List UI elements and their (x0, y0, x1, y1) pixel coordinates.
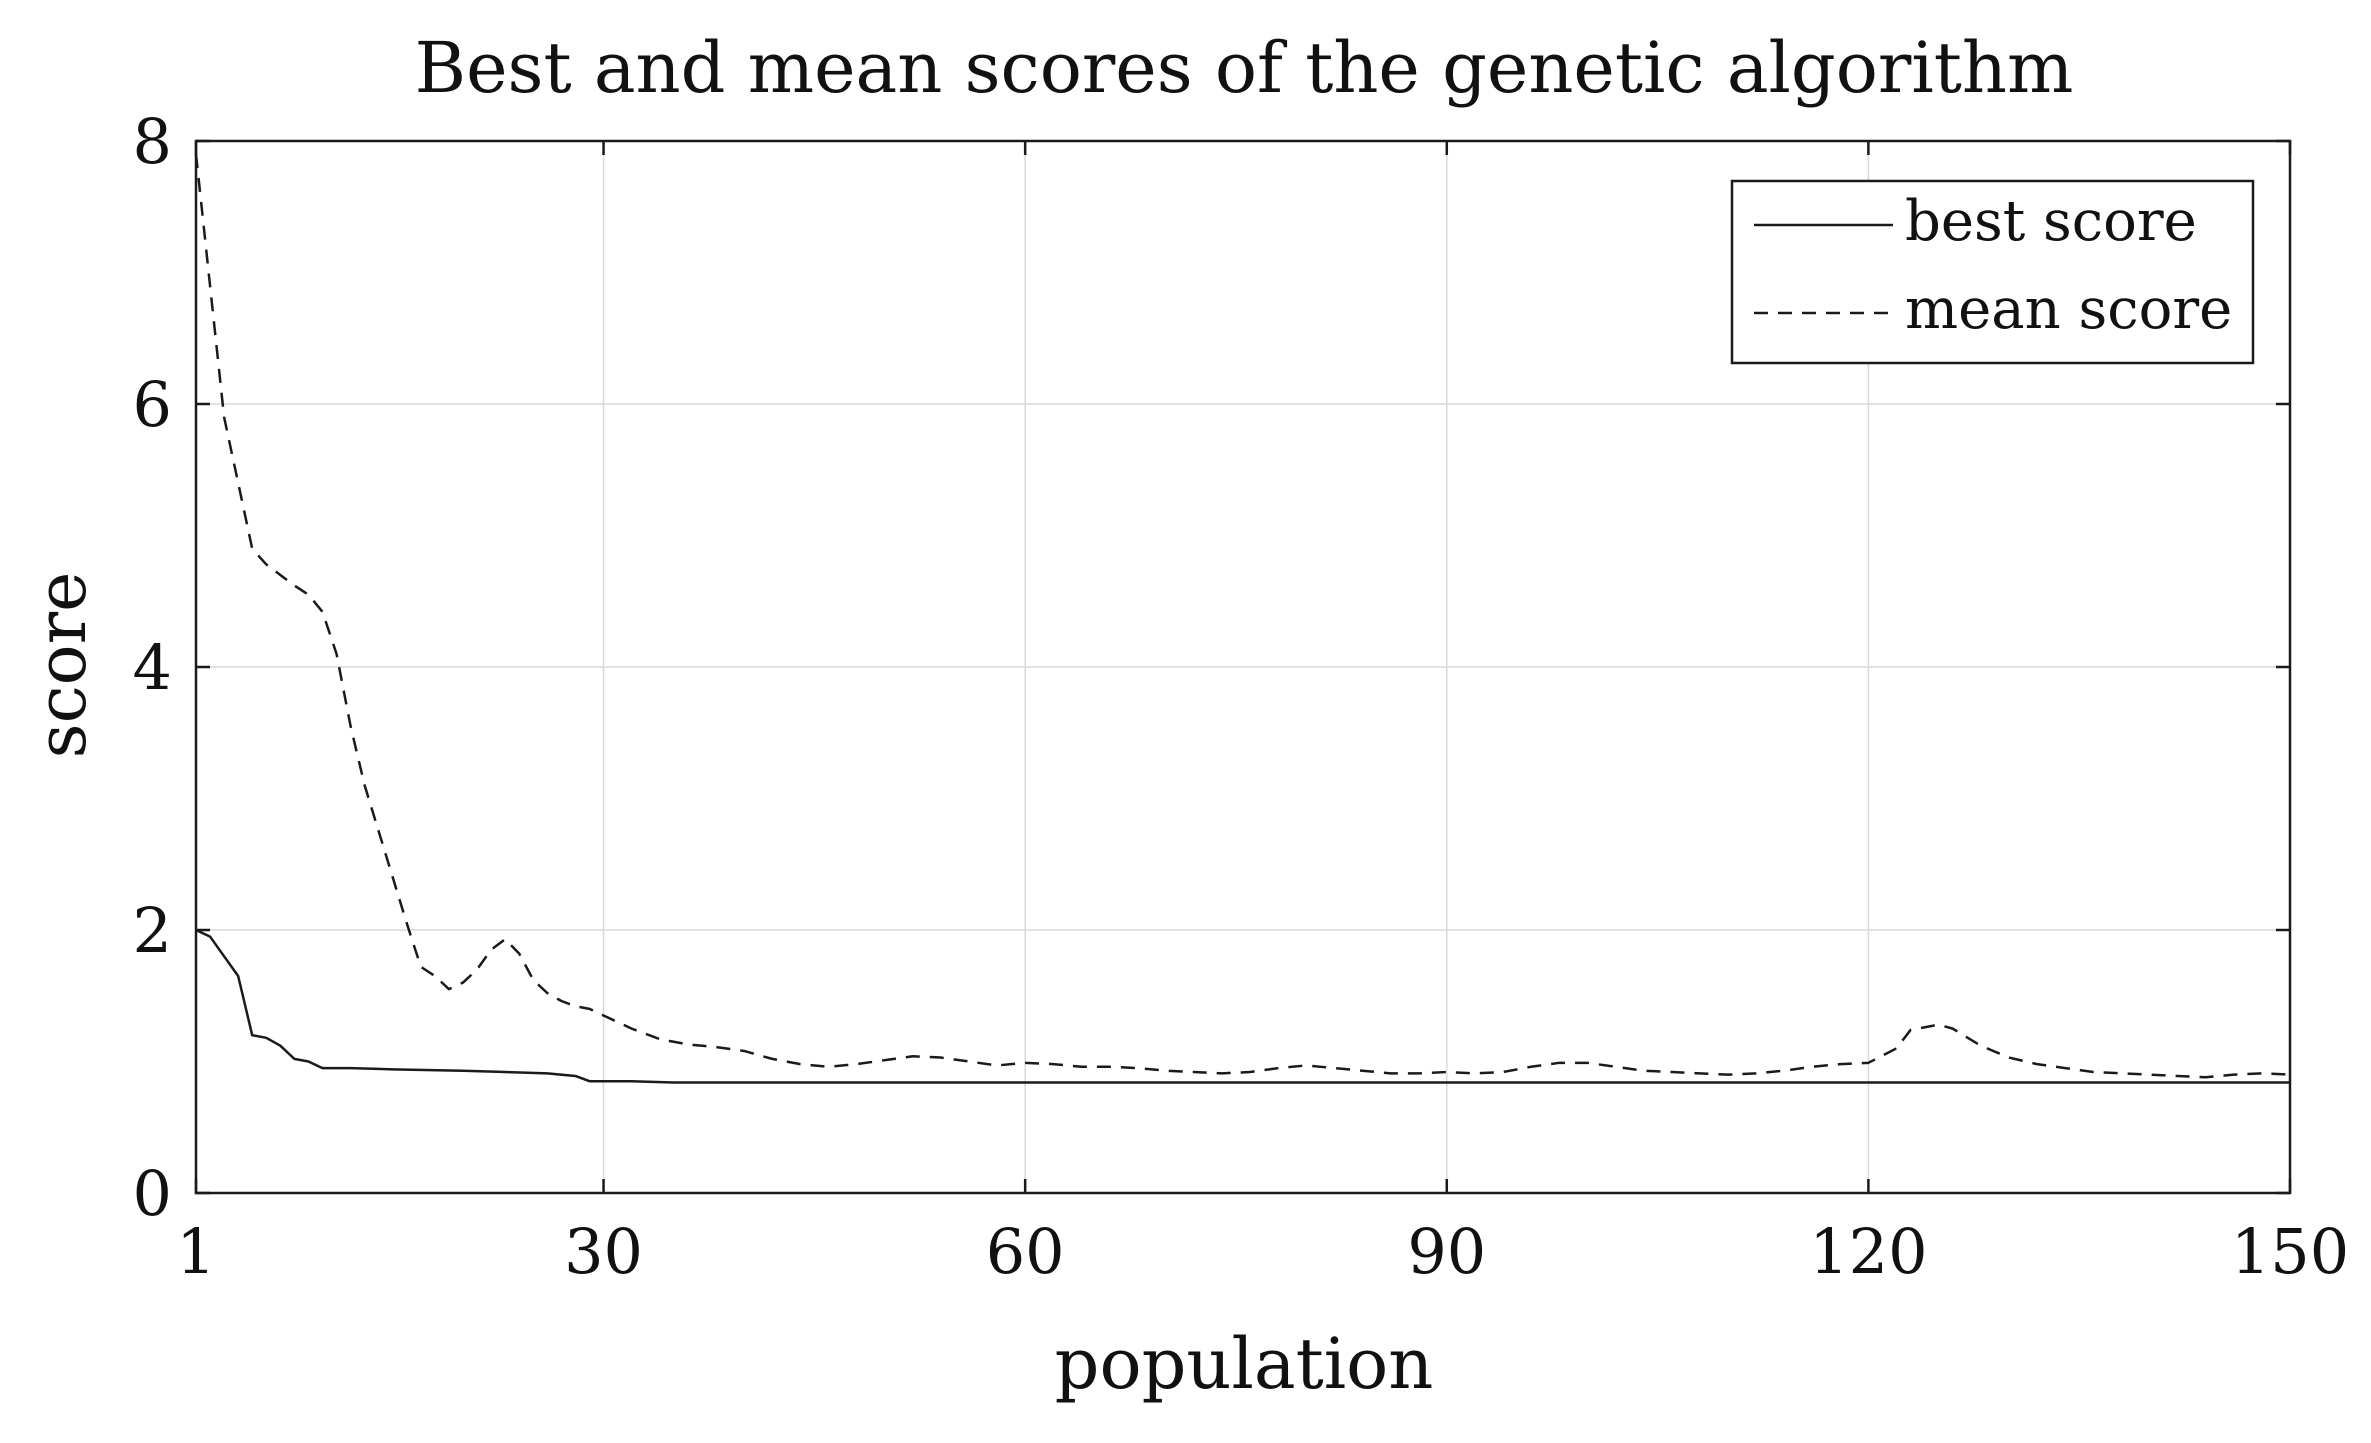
series-line-best-score (195, 928, 2290, 1084)
y-tick-label: 6 (133, 368, 172, 441)
x-tick-label: 1 (176, 1215, 215, 1288)
y-tick-label: 4 (133, 631, 172, 704)
y-tick-label: 0 (133, 1157, 172, 1230)
y-tick-label: 8 (133, 105, 172, 178)
legend-box (1730, 179, 2255, 365)
x-tick-label: 120 (1809, 1215, 1927, 1288)
legend-label-best-score: best score (1905, 189, 2197, 254)
chart-title: Best and mean scores of the genetic algo… (415, 27, 2074, 109)
x-tick-label: 90 (1407, 1215, 1486, 1288)
series-line-mean-score (194, 154, 2291, 1079)
legend: best score mean score (1730, 179, 2255, 365)
y-axis-label: score (23, 572, 102, 759)
series-lines (194, 154, 2291, 1084)
x-axis-label: population (1055, 1323, 1434, 1405)
legend-label-mean-score: mean score (1905, 277, 2232, 342)
x-tick-label: 30 (564, 1215, 643, 1288)
y-tick-label: 2 (133, 894, 172, 967)
x-tick-label: 60 (986, 1215, 1065, 1288)
x-tick-label: 150 (2231, 1215, 2349, 1288)
axis-ticks: 1 30 60 90 120 150 0 2 4 6 8 (133, 105, 2350, 1288)
